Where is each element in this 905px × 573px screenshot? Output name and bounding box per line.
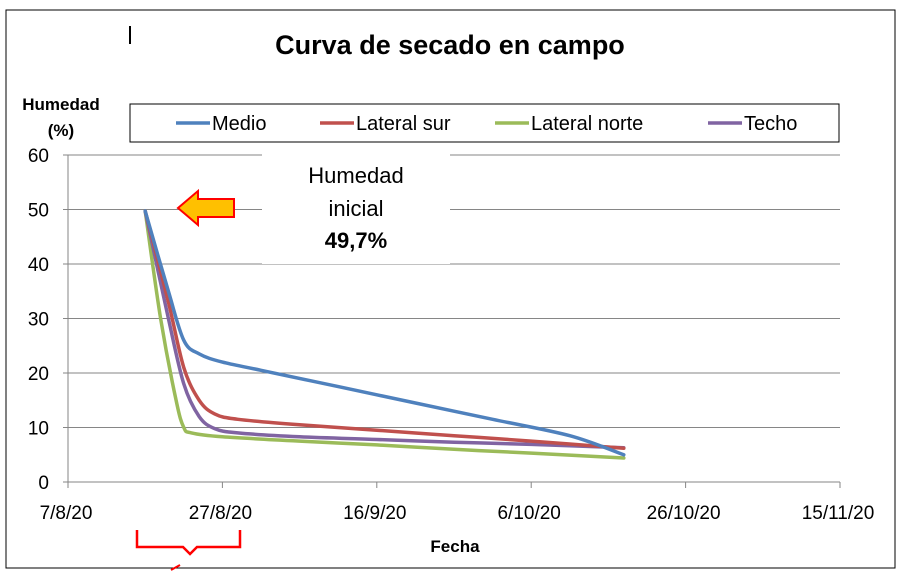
legend-label-medio: Medio bbox=[212, 113, 266, 135]
annotation-backdrop bbox=[262, 152, 450, 264]
annotation-line2: inicial bbox=[328, 196, 383, 221]
legend-label-lateral-norte: Lateral norte bbox=[531, 113, 643, 135]
chart-title: Curva de secado en campo bbox=[275, 30, 625, 60]
legend-label-techo: Techo bbox=[744, 113, 797, 135]
y-axis-label-line1: Humedad bbox=[22, 95, 99, 114]
x-tick-label: 27/8/20 bbox=[189, 503, 252, 524]
bracket-mark bbox=[135, 530, 242, 556]
x-axis-label: Fecha bbox=[430, 537, 480, 556]
annotation-line1: Humedad bbox=[308, 163, 403, 188]
y-tick-label: 0 bbox=[38, 473, 49, 494]
y-tick-label: 20 bbox=[28, 364, 49, 385]
legend-box bbox=[129, 103, 840, 143]
x-tick-label: 6/10/20 bbox=[497, 503, 560, 524]
x-tick-label: 15/11/20 bbox=[802, 503, 875, 524]
chart-frame bbox=[5, 9, 896, 569]
series-line-medio bbox=[143, 209, 626, 457]
y-tick-label: 10 bbox=[28, 419, 49, 440]
x-tick-label: 26/10/20 bbox=[647, 503, 721, 524]
y-tick-label: 50 bbox=[28, 201, 49, 222]
series-lines bbox=[143, 209, 626, 460]
annotation-arrow-icon bbox=[176, 188, 235, 228]
y-tick-label: 60 bbox=[28, 146, 49, 167]
y-tick-label: 30 bbox=[28, 310, 49, 331]
annotation-value: 49,7% bbox=[325, 228, 387, 253]
y-tick-label: 40 bbox=[28, 255, 49, 276]
y-tick-labels: 0 10 20 30 40 50 60 bbox=[28, 146, 49, 494]
series-line-lateral-norte bbox=[143, 209, 626, 460]
series-line-techo bbox=[143, 209, 626, 450]
series-line-lateral-sur bbox=[143, 209, 626, 450]
x-tick-label: 7/8/20 bbox=[40, 503, 93, 524]
y-axis-label-line2: (%) bbox=[48, 121, 74, 140]
legend-label-lateral-sur: Lateral sur bbox=[356, 113, 451, 135]
red-tick-mark bbox=[170, 564, 181, 571]
legend: Medio Lateral sur Lateral norte Techo bbox=[176, 113, 797, 135]
x-tick-label: 16/9/20 bbox=[343, 503, 406, 524]
x-axis: 7/8/20 27/8/20 16/9/20 6/10/20 26/10/20 15/11… bbox=[40, 155, 875, 524]
